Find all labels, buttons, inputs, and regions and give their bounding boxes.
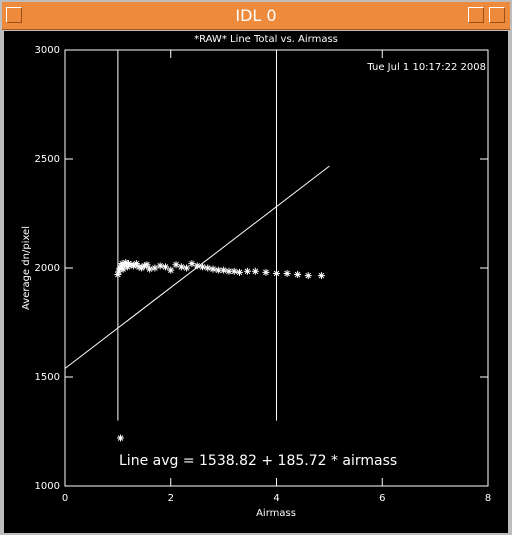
point — [172, 261, 180, 269]
x-axis-label: Airmass — [256, 508, 296, 519]
point — [119, 265, 127, 273]
annotation: Line avg = 1538.82 + 185.72 * airmass — [119, 453, 397, 469]
point — [317, 272, 325, 280]
point — [225, 267, 233, 275]
y-tick-label: 2500 — [35, 154, 60, 165]
point — [167, 266, 175, 274]
x-tick-label: 2 — [168, 493, 174, 504]
point — [262, 268, 270, 276]
point — [198, 263, 206, 271]
point — [230, 267, 238, 275]
point — [235, 268, 243, 276]
point — [209, 265, 217, 273]
point — [123, 263, 131, 271]
x-tick-label: 6 — [379, 493, 385, 504]
chart: *RAW* Line Total vs. Airmass Tue Jul 1 1… — [4, 31, 508, 533]
point — [122, 259, 130, 267]
point — [251, 267, 259, 275]
window-title: IDL 0 — [235, 6, 277, 25]
point — [243, 267, 251, 275]
y-axis-label: Average dn/pixel — [21, 226, 32, 310]
y-tick-label: 3000 — [35, 45, 60, 56]
point — [193, 262, 201, 270]
x-tick-label: 0 — [62, 493, 68, 504]
point — [183, 264, 191, 272]
point — [220, 266, 228, 274]
point — [214, 266, 222, 274]
point — [117, 262, 125, 270]
point — [188, 260, 196, 268]
minimize-button[interactable] — [468, 7, 484, 23]
point — [143, 261, 151, 269]
menu-button[interactable] — [6, 7, 22, 23]
point — [304, 272, 312, 280]
point — [161, 263, 169, 271]
point — [283, 269, 291, 277]
chart-title: *RAW* Line Total vs. Airmass — [194, 34, 338, 45]
x-tick-label: 8 — [485, 493, 491, 504]
point — [116, 264, 124, 272]
point — [135, 263, 143, 271]
point — [294, 271, 302, 279]
point — [127, 261, 135, 269]
y-tick-label: 1000 — [35, 481, 60, 492]
point — [132, 260, 140, 268]
title-bar: IDL 0 — [2, 2, 510, 30]
point — [177, 263, 185, 271]
x-tick-label: 4 — [273, 493, 279, 504]
point — [273, 269, 280, 277]
timestamp: Tue Jul 1 10:17:22 2008 — [366, 62, 486, 73]
point — [114, 271, 122, 279]
point — [140, 262, 148, 270]
maximize-button[interactable] — [489, 7, 505, 23]
point — [124, 260, 132, 268]
point — [151, 264, 159, 272]
point — [118, 260, 126, 268]
y-tick-label: 2000 — [35, 263, 60, 274]
point — [156, 262, 164, 270]
point — [146, 265, 154, 273]
point — [115, 267, 123, 275]
point — [117, 434, 125, 442]
y-tick-label: 1500 — [35, 372, 60, 383]
point — [204, 264, 212, 272]
